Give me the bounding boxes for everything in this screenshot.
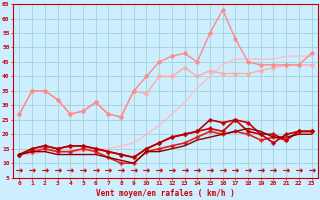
X-axis label: Vent moyen/en rafales ( km/h ): Vent moyen/en rafales ( km/h ) [96,189,235,198]
